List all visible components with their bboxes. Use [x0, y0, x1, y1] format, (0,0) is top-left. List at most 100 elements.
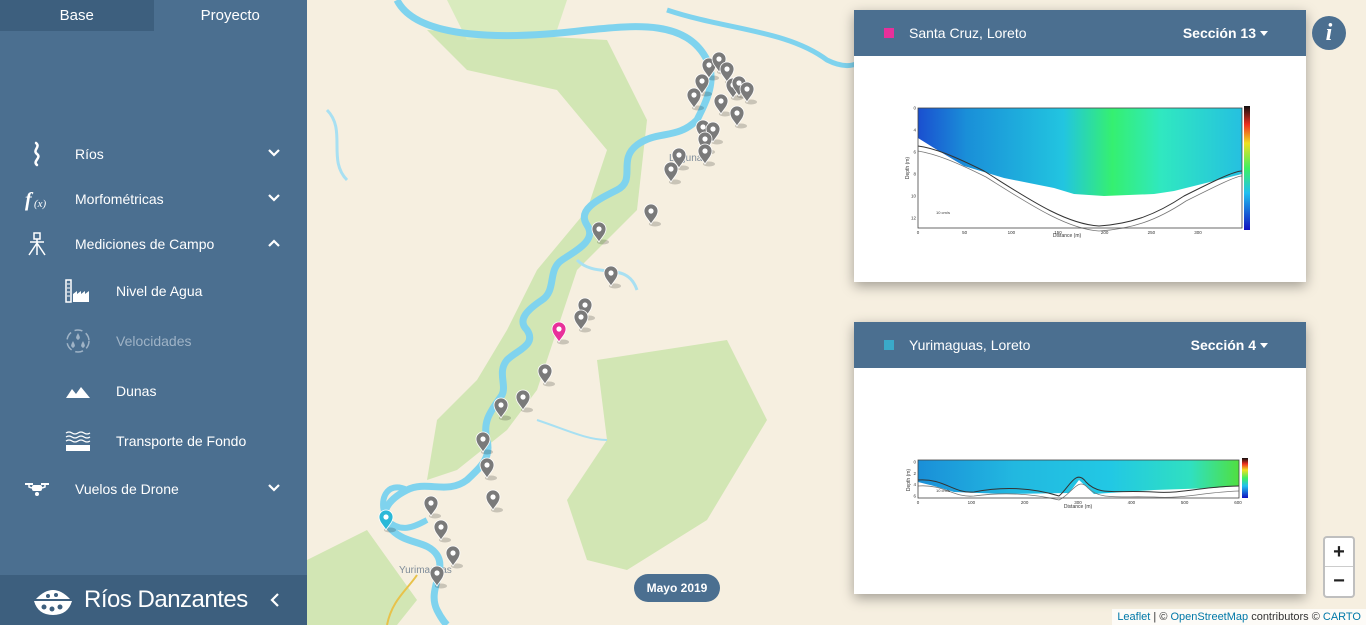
station-marker[interactable]: [686, 87, 704, 111]
tick-label: 4: [913, 128, 916, 133]
river-branch: [325, 108, 349, 182]
panel-body: 10 cm/s Distance (m) Depth (m) 0 100 200 30…: [854, 368, 1306, 599]
carto-link[interactable]: CARTO: [1322, 611, 1361, 623]
panel-body: 10 cm/s Distance (m) Depth (m) 0 50 100 150…: [854, 56, 1306, 287]
panel-title: Santa Cruz, Loreto: [909, 25, 1027, 41]
station-marker-yurimaguas[interactable]: [378, 509, 396, 533]
river-branch: [536, 419, 608, 441]
brand-name: Ríos Danzantes: [84, 586, 248, 613]
tick-label: 50: [962, 230, 968, 235]
tick-label: 400: [1128, 500, 1136, 505]
station-marker[interactable]: [423, 495, 441, 519]
info-button[interactable]: i: [1312, 16, 1346, 50]
sidebar-subitem-transporte[interactable]: Transporte de Fondo: [0, 416, 307, 466]
sidebar-subitem-velocidades[interactable]: Velocidades: [0, 316, 307, 366]
tick-label: 200: [1101, 230, 1109, 235]
tick-label: 300: [1074, 500, 1082, 505]
sidebar-item-morfometricas[interactable]: f (x) Morfométricas: [0, 176, 307, 221]
svg-text:(x): (x): [34, 198, 47, 210]
tab-base[interactable]: Base: [0, 0, 154, 31]
drone-icon: [25, 483, 49, 496]
chevron-down-icon: [268, 484, 280, 492]
station-marker[interactable]: [445, 545, 463, 569]
tick-label: 0: [917, 500, 920, 505]
station-marker[interactable]: [573, 309, 591, 333]
station-marker[interactable]: [591, 221, 609, 245]
chevron-down-icon: [268, 194, 280, 202]
bed-transport-icon: [65, 431, 91, 451]
station-marker[interactable]: [663, 161, 681, 185]
town-label-lagunas: Lagunas: [669, 153, 707, 164]
tick-label: 6: [913, 494, 916, 499]
tick-label: 200: [1021, 500, 1029, 505]
caret-down-icon[interactable]: [1260, 343, 1268, 348]
station-marker-santa-cruz[interactable]: [551, 321, 569, 345]
zoom-in-button[interactable]: +: [1325, 538, 1353, 567]
chevron-down-icon: [268, 149, 280, 157]
station-marker[interactable]: [713, 93, 731, 117]
chevron-left-icon[interactable]: [269, 592, 281, 608]
caret-down-icon[interactable]: [1260, 31, 1268, 36]
section-dropdown[interactable]: Sección 13: [1182, 25, 1256, 41]
velocity-drops-icon: [66, 329, 90, 353]
function-icon: f (x): [25, 189, 47, 211]
zoom-out-button[interactable]: −: [1333, 570, 1345, 592]
sidebar-item-vuelos[interactable]: Vuelos de Drone: [0, 466, 307, 511]
scale-label: 10 cm/s: [936, 210, 950, 215]
forest-area: [447, 0, 567, 40]
zoom-control: + −: [1323, 536, 1355, 598]
tick-label: 250: [1148, 230, 1156, 235]
tick-label: 6: [913, 150, 916, 155]
y-axis-label: Depth (m): [905, 157, 911, 180]
scale-label: 10 cm/s: [936, 488, 950, 493]
y-ticks: 0 4 6 8 10 12: [911, 106, 917, 221]
sidebar-item-label: Morfométricas: [75, 190, 164, 207]
x-ticks: 0 100 200 300 400 500 600: [917, 500, 1243, 505]
station-marker[interactable]: [643, 203, 661, 227]
station-marker[interactable]: [739, 81, 757, 105]
sidebar-subitem-nivel-agua[interactable]: Nivel de Agua: [0, 266, 307, 316]
y-axis-label: Depth (m): [906, 469, 912, 492]
section-panel-yurimaguas: Yurimaguas, Loreto Sección 4 10 cm/s Dis…: [854, 322, 1306, 594]
sidebar-menu: Ríos f (x) Morfométricas Mediciones de Ca…: [0, 131, 307, 511]
station-marker[interactable]: [729, 105, 747, 129]
river-icon: [34, 141, 40, 167]
station-marker[interactable]: [433, 519, 451, 543]
dunes-icon: [66, 387, 90, 398]
sidebar-subitem-label: Transporte de Fondo: [116, 433, 247, 449]
road: [386, 574, 418, 625]
tick-label: 150: [1054, 230, 1062, 235]
station-marker[interactable]: [603, 265, 621, 289]
sidebar-item-mediciones[interactable]: Mediciones de Campo: [0, 221, 307, 266]
station-marker[interactable]: [671, 147, 689, 171]
sidebar-tabs: Base Proyecto: [0, 0, 307, 31]
sidebar-item-rios[interactable]: Ríos: [0, 131, 307, 176]
station-marker[interactable]: [694, 73, 712, 97]
station-marker[interactable]: [485, 489, 503, 513]
panel-header: Yurimaguas, Loreto Sección 4: [854, 322, 1306, 368]
tick-label: 100: [1008, 230, 1016, 235]
sidebar-subitem-label: Dunas: [116, 383, 157, 399]
station-marker[interactable]: [475, 431, 493, 455]
osm-link[interactable]: OpenStreetMap: [1170, 611, 1249, 623]
sidebar-item-label: Mediciones de Campo: [75, 235, 215, 252]
sidebar: Base Proyecto Ríos f (x) Morfométricas Me…: [0, 0, 307, 625]
attribution-text: contributors ©: [1248, 611, 1323, 623]
station-marker[interactable]: [701, 57, 719, 81]
date-badge[interactable]: Mayo 2019: [634, 574, 720, 602]
x-axis-label: Distance (m): [1064, 504, 1093, 510]
tick-label: 100: [968, 500, 976, 505]
tick-label: 12: [911, 216, 917, 221]
station-marker[interactable]: [429, 565, 447, 589]
station-marker[interactable]: [479, 457, 497, 481]
tick-label: 0: [913, 460, 916, 465]
map-attribution: Leaflet | © OpenStreetMap contributors ©…: [1112, 609, 1366, 625]
station-marker[interactable]: [697, 143, 715, 167]
station-marker[interactable]: [493, 397, 511, 421]
leaflet-link[interactable]: Leaflet: [1117, 611, 1151, 623]
section-dropdown[interactable]: Sección 4: [1190, 337, 1256, 353]
station-marker[interactable]: [515, 389, 533, 413]
tab-proyecto[interactable]: Proyecto: [153, 0, 307, 31]
sidebar-subitem-dunas[interactable]: Dunas: [0, 366, 307, 416]
station-marker[interactable]: [537, 363, 555, 387]
